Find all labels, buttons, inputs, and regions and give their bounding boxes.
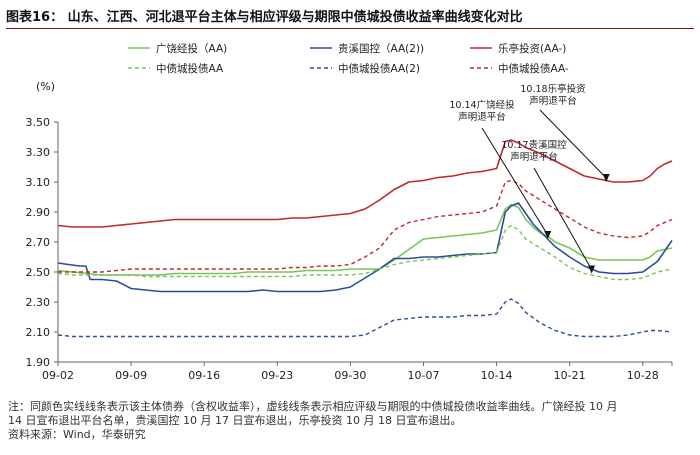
legend-label: 中债城投债AA — [156, 62, 224, 75]
note-line-2: 14 日宣布退出平台名单，贵溪国控 10 月 17 日宣布退出，乐亭投资 10 … — [8, 414, 462, 427]
x-axis: 09-02 09-09 09-16 09-23 09-30 10-07 10-14 10-21… — [42, 361, 673, 382]
x-tick-label: 10-07 — [407, 369, 439, 382]
x-tick-label: 09-23 — [261, 369, 293, 382]
series-layer — [57, 139, 673, 338]
legend-label: 广饶经投（AA) — [156, 42, 227, 55]
annotation-label: 10.14广饶经投 — [449, 99, 515, 111]
x-tick-label: 09-09 — [115, 369, 147, 382]
annotation-arrowhead — [588, 265, 596, 274]
y-tick-label: 2.70 — [26, 236, 51, 249]
chart-title: 图表16： 山东、江西、河北退平台主体与相应评级与期限中债城投债收益率曲线变化对… — [6, 10, 523, 25]
x-tick-label: 10-28 — [627, 369, 659, 382]
annotation-label: 10.18乐亭投资 — [520, 83, 586, 95]
x-tick-label: 09-30 — [334, 369, 366, 382]
series-line — [57, 203, 673, 276]
chart-notes: 注：同颜色实线线条表示该主体债券（含权收益率），虚线线条表示相应评级与期限的中债… — [8, 400, 694, 442]
legend-label: 中债城投债AA(2) — [338, 62, 420, 75]
y-tick-label: 2.50 — [26, 266, 51, 279]
series-line — [57, 298, 673, 338]
annotation-label: 声明退平台 — [510, 151, 558, 163]
series-line — [58, 179, 673, 273]
x-tick-label: 09-02 — [42, 369, 74, 382]
annotation-arrow — [481, 127, 549, 236]
legend-label: 乐亭投资(AA-) — [498, 42, 566, 55]
y-tick-label: 2.30 — [26, 296, 51, 309]
annotation-label: 声明退平台 — [529, 95, 577, 107]
y-tick-label: 3.30 — [26, 146, 51, 159]
note-line-1: 注：同颜色实线线条表示该主体债券（含权收益率），虚线线条表示相应评级与期限的中债… — [8, 400, 618, 413]
y-tick-label: 2.10 — [26, 326, 51, 339]
source-line: 资料来源：Wind，华泰研究 — [8, 428, 146, 441]
y-tick-label: 2.90 — [26, 206, 51, 219]
series-line — [57, 224, 673, 281]
legend-label: 贵溪国控（AA(2)) — [338, 42, 424, 55]
x-tick-label: 09-16 — [188, 369, 220, 382]
chart-legend: 广饶经投（AA) 贵溪国控（AA(2)) 乐亭投资(AA-) 中债城投债AA 中债城投债… — [128, 42, 569, 75]
y-tick-label: 3.50 — [26, 116, 51, 129]
series-line — [57, 139, 673, 228]
x-tick-label: 10-21 — [554, 369, 586, 382]
annotation-arrow — [539, 109, 607, 179]
annotation-arrow — [533, 167, 593, 270]
legend-label: 中债城投债AA- — [498, 62, 569, 75]
y-axis: 1.90 2.10 2.30 2.50 2.70 2.90 3.10 3.30 3.50 — [26, 116, 59, 369]
annotation-arrowhead — [602, 174, 610, 182]
title-bar: 图表16： 山东、江西、河北退平台主体与相应评级与期限中债城投债收益率曲线变化对… — [6, 6, 694, 29]
y-tick-label: 1.90 — [26, 356, 51, 369]
series-line — [57, 202, 673, 293]
line-chart: 广饶经投（AA) 贵溪国控（AA(2)) 乐亭投资(AA-) 中债城投债AA 中债城投债… — [26, 42, 673, 382]
y-axis-unit-label: (%) — [36, 80, 55, 93]
annotation-layer: 10.14广饶经投声明退平台10.17贵溪国控声明退平台10.18乐亭投资声明退… — [449, 83, 610, 274]
annotation-arrowhead — [544, 231, 552, 239]
y-tick-label: 3.10 — [26, 176, 51, 189]
x-tick-label: 10-14 — [481, 369, 513, 382]
annotation-label: 声明退平台 — [458, 111, 506, 123]
annotation-label: 10.17贵溪国控 — [501, 139, 567, 151]
